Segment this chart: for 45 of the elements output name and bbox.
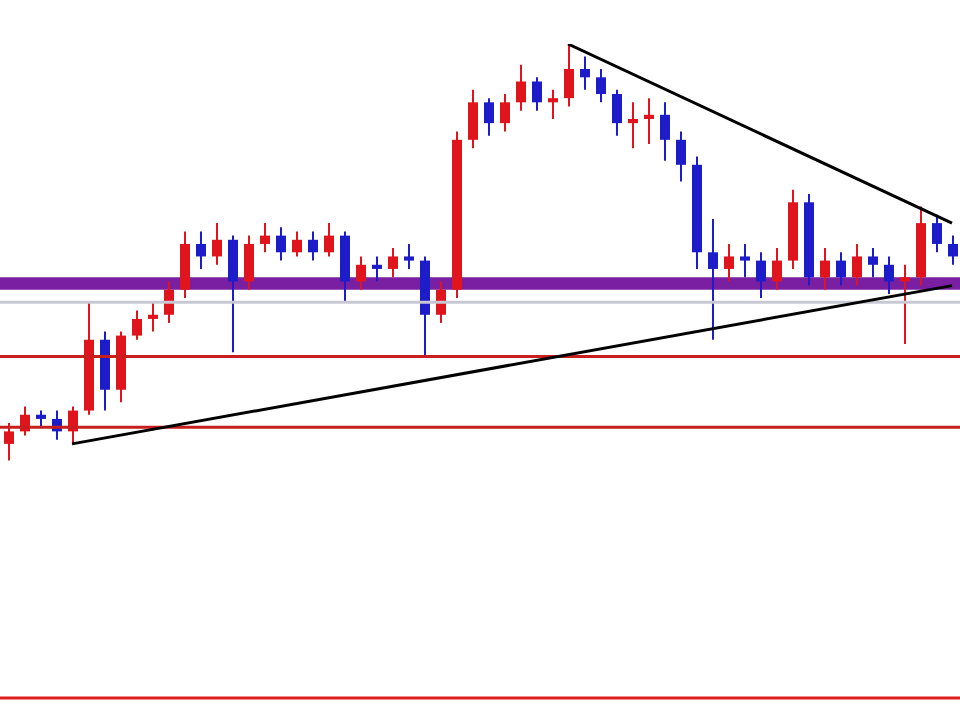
candlestick [884,255,894,295]
candlestick [260,222,270,254]
candlestick [404,242,414,270]
candlestick [372,255,382,283]
candlestick [468,88,478,150]
candlestick [516,63,526,112]
candlestick [532,76,542,112]
candlestick [132,309,142,341]
candlestick [484,97,494,137]
candlestick [148,301,158,333]
candlestick [756,251,766,300]
candlestick [276,226,286,262]
candlestick [852,242,862,287]
candlestick [740,242,750,279]
candlestick [676,130,686,183]
candlestick [324,222,334,258]
candlestick [772,247,782,291]
candlestick [580,55,590,91]
candlestick [212,222,222,266]
candlestick [4,422,14,462]
candlestick [724,242,734,283]
candlestick [308,230,318,262]
candlestick [228,234,238,354]
candlestick [660,101,670,162]
candlestick [356,255,366,291]
candlestick [196,230,206,270]
candlestick [948,234,958,266]
candlestick [900,263,910,345]
candlestick [500,92,510,133]
candlestick [292,230,302,258]
candlestick [644,97,654,145]
candlestick [820,247,830,291]
candlestick [340,230,350,304]
candlestick [708,217,718,341]
candlestick [596,67,606,104]
candlestick [628,101,638,150]
candlestick [180,230,190,300]
candlestick [548,88,558,120]
candlestick [932,213,942,254]
candlestick [868,247,878,279]
candlestick [244,234,254,291]
candlestick [388,247,398,279]
candlestick [612,88,622,137]
candlestick [836,251,846,287]
candlestick [564,44,574,108]
